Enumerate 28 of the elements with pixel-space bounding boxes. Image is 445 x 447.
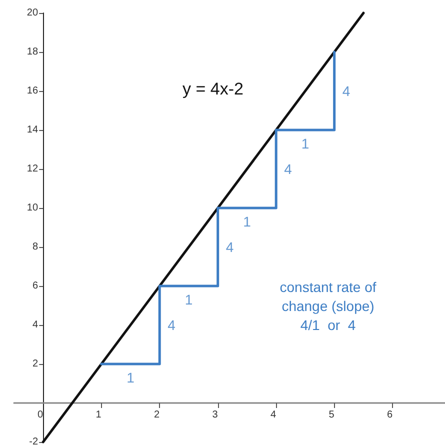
- y-tick-label: 6: [32, 280, 38, 292]
- y-tick-label: 4: [32, 320, 38, 330]
- annotation: 1: [243, 214, 252, 230]
- y-tick-label: 8: [32, 242, 38, 252]
- x-tick-label: 1: [96, 410, 102, 420]
- y-tick-label: -2: [29, 436, 38, 447]
- x-tick-label: 0: [38, 410, 44, 420]
- y-tick-label: 20: [26, 8, 38, 18]
- x-tick-label: 5: [328, 410, 335, 420]
- y-tick-label: 14: [26, 124, 38, 136]
- y-tick-label: 12: [26, 164, 38, 174]
- annotation: 4: [284, 161, 292, 177]
- annotation: 1: [184, 292, 193, 308]
- x-tick-label: 3: [212, 410, 218, 420]
- annotation: 4: [168, 317, 176, 333]
- y-tick-label: 2: [32, 358, 38, 370]
- x-tick-label: 4: [270, 410, 277, 420]
- annotation: 1: [301, 136, 310, 152]
- annotation: y = 4x-2: [182, 80, 244, 98]
- x-tick-label: 6: [387, 410, 394, 420]
- annotation: 1: [126, 370, 135, 386]
- y-tick-label: 10: [26, 202, 38, 214]
- annotation: 4: [226, 239, 234, 255]
- y-tick-label: 16: [26, 86, 38, 96]
- x-tick-label: 2: [154, 410, 160, 420]
- annotation: constant rate of change (slope) 4/1 or 4: [280, 279, 376, 333]
- y-tick-label: 18: [26, 46, 38, 58]
- annotation: 4: [342, 83, 350, 99]
